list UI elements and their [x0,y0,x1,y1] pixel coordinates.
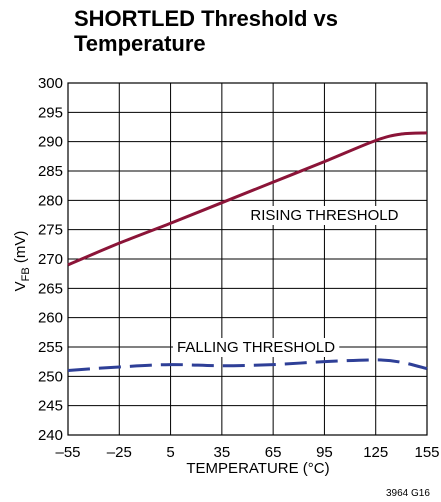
falling-threshold-line [67,358,428,372]
figure-id: 3964 G16 [386,488,430,499]
x-tick-label: 5 [166,444,174,461]
chart-title: SHORTLED Threshold vs Temperature [74,6,339,56]
x-tick-label: 35 [214,444,231,461]
y-axis-label-unit: (mV) [12,231,29,268]
y-axis-label: VFB (mV) [12,231,32,292]
falling-threshold-label: FALLING THRESHOLD [177,339,335,356]
x-axis-label: TEMPERATURE (°C) [186,460,329,477]
x-tick-label: –55 [55,444,80,461]
y-tick-label: 265 [38,280,63,297]
y-tick-label: 290 [38,134,63,151]
y-tick-label: 295 [38,104,63,121]
x-tick-label: 155 [414,444,439,461]
x-tick-label: 95 [316,444,333,461]
y-axis-label-subscript: FB [20,267,32,281]
x-tick-label: 125 [363,444,388,461]
y-tick-label: 245 [38,398,63,415]
y-tick-label: 270 [38,251,63,268]
grid [67,82,428,436]
y-tick-label: 300 [38,75,63,92]
annotations: RISING THRESHOLD FALLING THRESHOLD [172,206,403,357]
y-tick-label: 250 [38,368,63,385]
y-tick-label: 285 [38,163,63,180]
label-background [246,206,403,225]
y-axis-label-main: V [12,281,29,291]
rising-threshold-label: RISING THRESHOLD [250,207,398,224]
y-tick-label: 280 [38,192,63,209]
y-tick-label: 275 [38,222,63,239]
x-tick-label: –25 [107,444,132,461]
x-tick-label: 65 [265,444,282,461]
y-tick-labels: 240 245 250 255 260 265 270 275 280 285 290 295 300 [38,75,63,444]
y-tick-label: 260 [38,310,63,327]
x-tick-labels: –55 –25 5 35 65 95 125 155 [55,444,439,461]
label-background [172,338,340,357]
y-tick-label: 255 [38,339,63,356]
series-lines [67,131,428,372]
rising-threshold-line [67,131,428,267]
y-tick-label: 240 [38,427,63,444]
plot-frame [67,82,428,436]
